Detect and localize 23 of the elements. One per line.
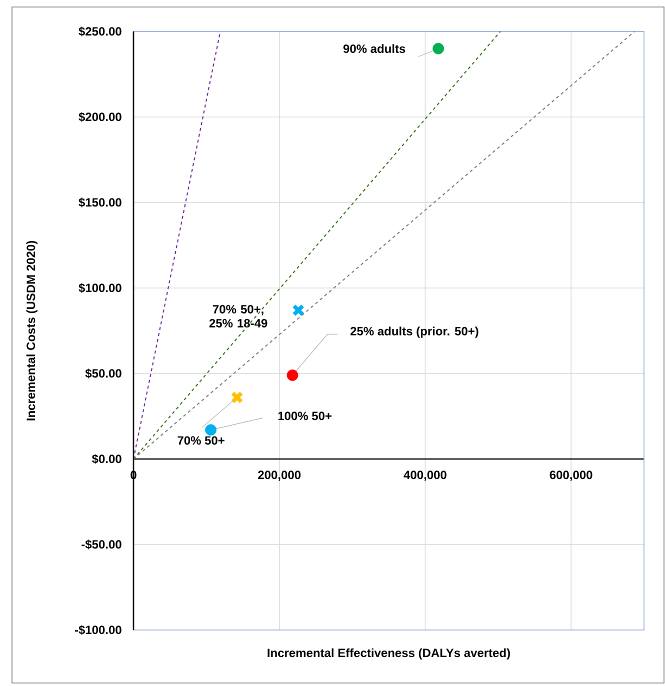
text: 100% 50+ (278, 412, 332, 420)
y-tick-label: $100.00 (78, 283, 122, 293)
y-tick-label: -$100.00 (74, 625, 122, 635)
point (292, 304, 305, 316)
y-axis-title: Incremental Costs (USDM 2020) (26, 241, 38, 420)
point (230, 391, 244, 404)
text: 90% adults (343, 44, 406, 54)
x-tick-label: 400,000 (404, 470, 446, 481)
y-tick-label: $150.00 (78, 198, 122, 208)
text: 70% 50+, 25% 18-49 (209, 304, 268, 328)
point (286, 370, 298, 381)
y-tick-label: $50.00 (85, 368, 122, 378)
x-tick-label: 200,000 (258, 470, 301, 481)
text: 70% 50+ (178, 436, 224, 445)
x-axis-title: Incremental Effectiveness (DALYs averted) (268, 648, 510, 660)
text: 25% adults (prior. 50+) (350, 326, 478, 338)
point (205, 424, 217, 436)
y-tick-label: -$50.00 (82, 540, 122, 550)
x-tick-label: 600,000 (550, 470, 592, 481)
point (432, 42, 444, 54)
y-tick-label: $0.00 (92, 454, 122, 464)
y-tick-label: $250.00 (78, 26, 122, 36)
y-tick-label: $200.00 (78, 112, 122, 122)
